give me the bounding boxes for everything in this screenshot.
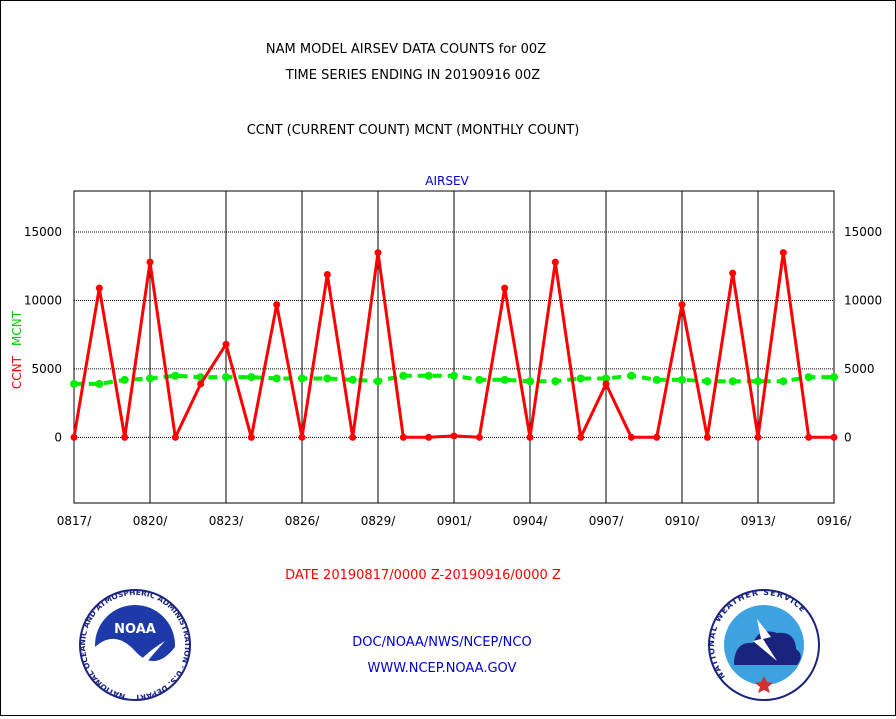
org-label: DOC/NOAA/NWS/NCEP/NCO [352,635,531,650]
data-point-mcnt [70,379,78,388]
data-point-mcnt [703,377,712,386]
nws-logo: NATIONAL WEATHER SERVICE [707,588,820,701]
chart-title-line1: NAM MODEL AIRSEV DATA COUNTS for 00Z [266,42,546,57]
url-label: WWW.NCEP.NOAA.GOV [368,661,517,676]
noaa-logo-text: NOAA [114,622,156,637]
x-tick-label: 0907/ [589,514,625,528]
y-tick-label-left: 5000 [31,362,62,376]
data-point-ccnt [805,433,813,441]
data-point-ccnt [754,433,762,441]
data-point-mcnt [399,371,408,380]
x-tick-label: 0913/ [741,514,777,528]
data-point-ccnt [577,433,585,441]
data-point-mcnt [627,371,636,380]
data-point-ccnt [399,433,407,441]
y-tick-label-left: 15000 [24,225,62,239]
chart-title-line2: TIME SERIES ENDING IN 20190916 00Z [285,68,541,83]
y-tick-label-right: 5000 [844,362,875,376]
x-tick-labels: 0817/0820/0823/0826/0829/0901/0904/0907/… [57,514,853,528]
data-point-ccnt [222,340,230,348]
data-point-ccnt [501,284,509,292]
plot-title: AIRSEV [425,174,469,188]
y-axis-label-ccnt: CCNT [10,355,24,389]
data-point-mcnt [830,373,838,382]
data-point-mcnt [95,379,104,388]
data-point-ccnt [197,380,205,388]
data-point-ccnt [779,249,787,257]
data-point-mcnt [450,371,458,380]
data-point-mcnt [728,377,737,386]
data-point-ccnt [551,258,559,266]
data-point-ccnt [475,433,483,441]
grid [74,191,834,503]
data-point-ccnt [171,433,179,441]
data-point-mcnt [475,375,484,384]
data-point-mcnt [500,375,509,384]
x-tick-label: 0820/ [133,514,169,528]
data-point-mcnt [348,375,357,384]
y-tick-label-right: 0 [844,430,852,444]
y-axis-label-mcnt: MCNT [10,310,24,346]
x-tick-label: 0826/ [285,514,321,528]
chart-subtitle: CCNT (CURRENT COUNT) MCNT (MONTHLY COUNT… [247,123,580,138]
plot-area-border [73,190,835,504]
data-point-mcnt [146,374,154,383]
data-point-ccnt [602,380,610,388]
data-point-ccnt [323,270,331,278]
x-tick-label: 0916/ [817,514,853,528]
data-point-ccnt [298,433,306,441]
series-layer [70,249,838,441]
data-point-ccnt [247,433,255,441]
data-point-mcnt [424,371,433,380]
date-range-label: DATE 20190817/0000 Z-20190916/0000 Z [285,568,561,583]
data-point-mcnt [222,373,230,382]
x-tick-label: 0823/ [209,514,245,528]
x-tick-label: 0829/ [361,514,397,528]
y-tick-label-right: 10000 [844,293,882,307]
data-point-ccnt [729,269,737,277]
data-point-mcnt [551,377,560,386]
data-point-mcnt [526,377,534,386]
data-point-mcnt [272,374,281,383]
data-point-ccnt [678,301,686,309]
data-point-ccnt [349,433,357,441]
data-point-mcnt [576,374,585,383]
data-point-ccnt [653,433,661,441]
data-point-ccnt [450,432,458,440]
data-point-ccnt [425,433,433,441]
data-point-ccnt [627,433,635,441]
x-tick-label: 0901/ [437,514,473,528]
data-point-mcnt [171,371,180,380]
data-point-mcnt [374,377,382,386]
x-tick-label: 0910/ [665,514,701,528]
x-tick-label: 0817/ [57,514,93,528]
data-point-ccnt [526,433,534,441]
y-tick-label-left: 10000 [24,293,62,307]
data-point-ccnt [703,433,711,441]
data-point-mcnt [678,375,686,384]
data-point-mcnt [779,377,788,386]
data-point-mcnt [120,375,129,384]
data-point-mcnt [298,374,306,383]
data-point-mcnt [652,375,661,384]
data-point-mcnt [323,374,332,383]
data-point-mcnt [754,377,762,386]
data-point-ccnt [146,258,154,266]
data-point-ccnt [121,433,129,441]
data-point-ccnt [95,284,103,292]
data-point-ccnt [830,433,838,441]
y-tick-label-right: 15000 [844,225,882,239]
data-point-ccnt [374,249,382,257]
data-point-ccnt [70,433,78,441]
y-tick-label-left: 0 [54,430,62,444]
data-point-mcnt [602,374,610,383]
y-tick-labels: 0 0 5000 5000 10000 10000 15000 15000 [24,225,882,444]
data-point-ccnt [273,301,281,309]
data-point-mcnt [804,373,813,382]
data-point-mcnt [247,373,256,382]
x-tick-label: 0904/ [513,514,549,528]
